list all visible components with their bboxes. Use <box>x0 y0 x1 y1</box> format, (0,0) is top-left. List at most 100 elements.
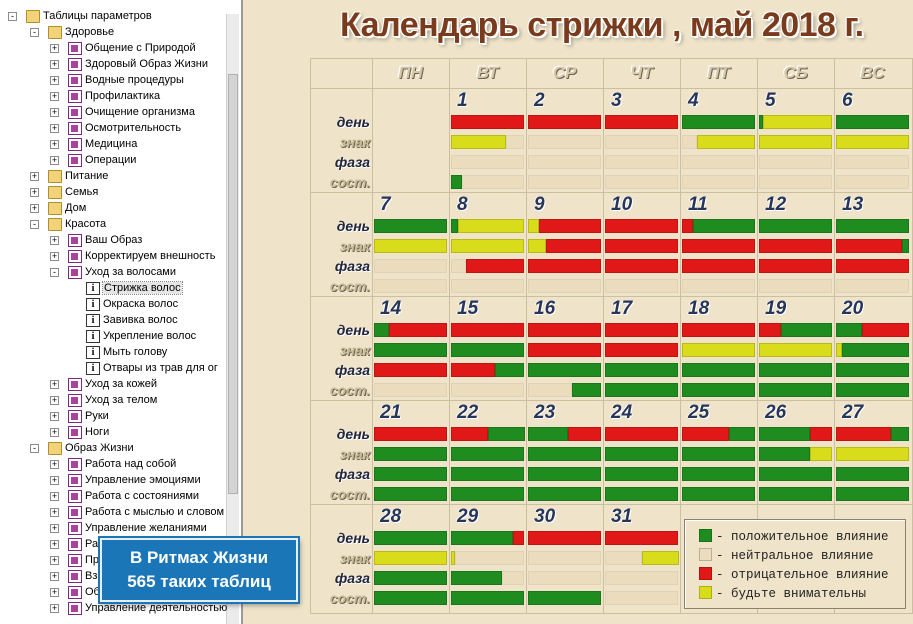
influence-bar <box>682 219 693 233</box>
grid-line <box>310 88 913 89</box>
influence-bar <box>546 239 601 253</box>
expand-toggle-icon[interactable]: + <box>50 571 59 581</box>
expand-toggle-icon[interactable]: + <box>50 235 59 245</box>
expand-toggle-icon[interactable]: + <box>30 203 39 213</box>
tree-item[interactable]: Семья <box>48 184 98 200</box>
tree-item[interactable]: i Отвары из трав для ог <box>86 360 218 376</box>
tree-item-label: Уход за телом <box>85 394 158 406</box>
tree-item[interactable]: Операции <box>68 152 136 168</box>
document-icon <box>68 57 82 71</box>
expand-toggle-icon[interactable]: + <box>50 523 59 533</box>
tree-item[interactable]: Красота <box>48 216 106 232</box>
tree-item[interactable]: Управление желаниями <box>68 520 207 536</box>
tree-item[interactable]: i Завивка волос <box>86 312 178 328</box>
weekday-header: ЧТ <box>630 63 653 82</box>
scrollbar-thumb[interactable] <box>228 74 238 494</box>
tree-item[interactable]: Пр <box>68 552 99 568</box>
expand-toggle-icon[interactable]: + <box>50 587 59 597</box>
tree-item-label: Питание <box>65 170 109 182</box>
expand-toggle-icon[interactable]: + <box>50 251 59 261</box>
expand-toggle-icon[interactable]: + <box>50 107 59 117</box>
influence-bar <box>451 427 488 441</box>
expand-toggle-icon[interactable]: + <box>50 155 59 165</box>
influence-bar <box>759 427 810 441</box>
day-number: 23 <box>534 402 556 423</box>
tree-item[interactable]: Здоровье <box>48 24 114 40</box>
expand-toggle-icon[interactable]: + <box>50 459 59 469</box>
influence-bar <box>605 135 678 149</box>
expand-toggle-icon[interactable]: + <box>30 187 39 197</box>
tree-item[interactable]: Профилактика <box>68 88 160 104</box>
tree-item[interactable]: Корректируем внешность <box>68 248 215 264</box>
expand-toggle-icon[interactable]: + <box>50 491 59 501</box>
expand-toggle-icon[interactable]: - <box>30 28 39 37</box>
tree-item[interactable]: Вз <box>68 568 97 584</box>
influence-bar <box>759 487 832 501</box>
expand-toggle-icon[interactable]: + <box>50 603 59 613</box>
expand-toggle-icon[interactable]: + <box>50 139 59 149</box>
tree-item[interactable]: Очищение организма <box>68 104 195 120</box>
influence-bar <box>759 323 781 337</box>
influence-bar <box>759 175 832 189</box>
influence-bar <box>605 175 678 189</box>
tree-item[interactable]: Таблицы параметров <box>26 8 152 24</box>
expand-toggle-icon[interactable]: - <box>50 268 59 277</box>
influence-bar <box>902 239 909 253</box>
tree-item[interactable]: Здоровый Образ Жизни <box>68 56 208 72</box>
tree-item[interactable]: i Укрепление волос <box>86 328 196 344</box>
tree-item[interactable]: i Окраска волос <box>86 296 178 312</box>
tree-item[interactable]: Уход за телом <box>68 392 157 408</box>
tree-item[interactable]: Медицина <box>68 136 137 152</box>
influence-bar <box>781 323 832 337</box>
expand-toggle-icon[interactable]: + <box>50 75 59 85</box>
expand-toggle-icon[interactable]: + <box>30 171 39 181</box>
influence-bar <box>682 447 755 461</box>
tree-item[interactable]: Работа с мыслью и словом <box>68 504 224 520</box>
tree-item[interactable]: Осмотрительность <box>68 120 181 136</box>
grid-line <box>310 296 913 297</box>
tree-item[interactable]: Ваш Образ <box>68 232 142 248</box>
expand-toggle-icon[interactable]: - <box>8 12 17 21</box>
expand-toggle-icon[interactable]: + <box>50 427 59 437</box>
influence-bar <box>605 427 678 441</box>
expand-toggle-icon[interactable]: + <box>50 507 59 517</box>
influence-bar <box>374 487 447 501</box>
expand-toggle-icon[interactable]: + <box>50 43 59 53</box>
tree-item[interactable]: Дом <box>48 200 86 216</box>
tree-item[interactable]: Уход за волосами <box>68 264 176 280</box>
weekday-header: ПТ <box>707 63 730 82</box>
expand-toggle-icon[interactable]: + <box>50 59 59 69</box>
document-icon <box>68 457 82 471</box>
expand-toggle-icon[interactable]: + <box>50 91 59 101</box>
tree-item[interactable]: Общение с Природой <box>68 40 196 56</box>
expand-toggle-icon[interactable]: - <box>30 444 39 453</box>
influence-bar <box>528 259 601 273</box>
tree-item[interactable]: Об <box>68 584 100 600</box>
influence-bar <box>682 363 755 377</box>
tree-item[interactable]: Ноги <box>68 424 109 440</box>
expand-toggle-icon[interactable]: + <box>50 123 59 133</box>
tree-item[interactable]: Руки <box>68 408 109 424</box>
expand-toggle-icon[interactable]: + <box>50 395 59 405</box>
tree-item[interactable]: Управление эмоциями <box>68 472 201 488</box>
tree-scrollbar[interactable] <box>226 14 239 624</box>
expand-toggle-icon[interactable]: - <box>30 220 39 229</box>
parameter-tree-panel[interactable]: - Таблицы параметров - Здоровье + Общение с П… <box>0 0 243 624</box>
tree-item[interactable]: Водные процедуры <box>68 72 184 88</box>
tree-item[interactable]: Питание <box>48 168 108 184</box>
legend-swatch <box>699 529 712 542</box>
expand-toggle-icon[interactable]: + <box>50 475 59 485</box>
tree-item[interactable]: Управление деятельностью <box>68 600 227 616</box>
tree-item[interactable]: i Стрижка волос <box>86 280 183 296</box>
tree-item[interactable]: Работа с состояниями <box>68 488 199 504</box>
expand-toggle-icon[interactable]: + <box>50 539 59 549</box>
expand-toggle-icon[interactable]: + <box>50 411 59 421</box>
expand-toggle-icon[interactable]: + <box>50 379 59 389</box>
tree-item[interactable]: Уход за кожей <box>68 376 157 392</box>
tree-item[interactable]: Образ Жизни <box>48 440 134 456</box>
tree-item[interactable]: Ра <box>68 536 98 552</box>
expand-toggle-icon[interactable]: + <box>50 555 59 565</box>
grid-line <box>310 58 913 59</box>
tree-item[interactable]: Работа над собой <box>68 456 176 472</box>
tree-item[interactable]: i Мыть голову <box>86 344 167 360</box>
